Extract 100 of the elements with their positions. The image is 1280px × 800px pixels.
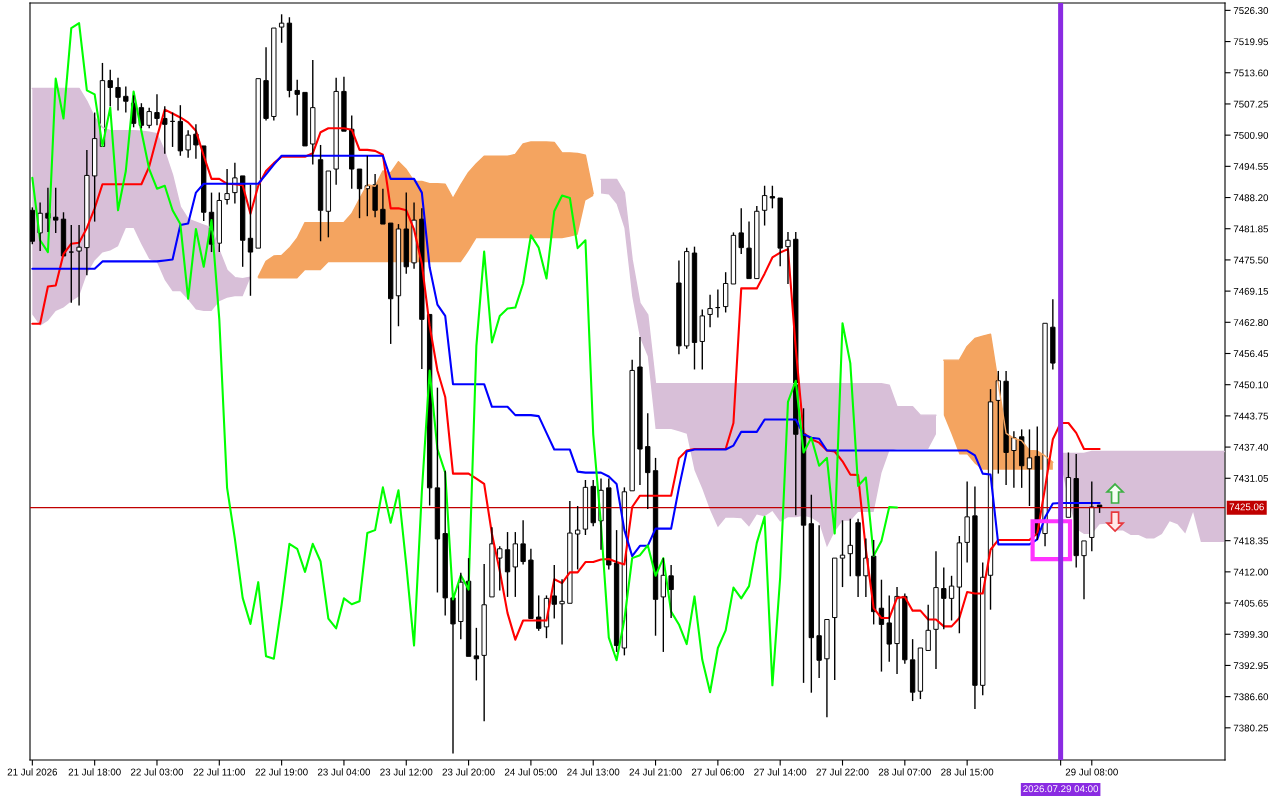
candlestick <box>240 175 246 268</box>
candlestick <box>232 161 238 205</box>
y-tick-label: 7399.30 <box>1233 630 1269 638</box>
candlestick <box>372 173 378 218</box>
candlestick <box>808 494 815 694</box>
candlestick <box>676 259 682 355</box>
candlestick <box>115 76 121 112</box>
y-tick-label: 7500.90 <box>1233 131 1269 139</box>
candlestick <box>1081 540 1087 601</box>
line-series <box>31 22 899 694</box>
x-tick-label: 24 Jul 13:00 <box>567 768 620 776</box>
candlestick <box>380 187 386 225</box>
candlestick <box>567 500 573 604</box>
y-tick-label: 7405.65 <box>1233 599 1269 607</box>
candlestick <box>847 518 853 577</box>
candlestick <box>839 519 846 588</box>
candlestick <box>310 59 316 166</box>
y-tick-label: 7392.95 <box>1233 662 1269 670</box>
candlestick <box>777 197 783 267</box>
y-tick-label: 7386.60 <box>1233 693 1269 701</box>
candlestick <box>637 336 643 486</box>
candlestick <box>528 548 534 620</box>
x-tick-label: 27 Jul 06:00 <box>691 768 744 776</box>
candlestick <box>707 294 713 328</box>
candlestick <box>1050 298 1056 371</box>
x-tick-label: 27 Jul 22:00 <box>816 768 869 776</box>
candlestick <box>450 597 456 755</box>
y-tick-label: 7412.00 <box>1233 568 1269 576</box>
candlestick <box>224 168 230 206</box>
candlestick <box>255 78 261 249</box>
y-tick-label: 7418.35 <box>1233 537 1269 545</box>
x-tick-label: 22 Jul 19:00 <box>255 768 308 776</box>
candlestick <box>263 46 269 122</box>
x-tick-label: 2026.07.29 04:00 <box>1023 785 1099 793</box>
candlestick <box>754 205 760 280</box>
candlestick <box>559 578 565 646</box>
x-tick-label: 23 Jul 20:00 <box>442 768 495 776</box>
x-tick-label: 29 Jul 08:00 <box>1065 768 1118 776</box>
candlestick <box>247 184 254 297</box>
y-tick-label: 7456.45 <box>1233 350 1269 358</box>
y-tick-label: 7450.10 <box>1233 381 1269 389</box>
candlestick <box>668 564 674 619</box>
candlestick <box>933 550 939 670</box>
candlestick <box>91 111 98 223</box>
candlestick <box>1011 430 1017 489</box>
candlestick <box>341 75 347 132</box>
candlestick <box>964 480 970 564</box>
candlestick <box>972 485 978 710</box>
candlestick <box>333 76 339 186</box>
candlestick <box>497 545 503 592</box>
candlestick <box>902 592 908 665</box>
y-tick-label: 7519.95 <box>1233 38 1269 46</box>
candlestick <box>325 170 332 239</box>
y-tick-label: 7481.85 <box>1233 225 1269 233</box>
candlestick <box>824 619 830 718</box>
candlestick <box>193 123 199 160</box>
candlestick <box>816 524 822 679</box>
candlestick <box>481 563 487 722</box>
y-tick-label: 7507.25 <box>1233 100 1269 108</box>
candlestick <box>645 412 651 510</box>
y-tick-label: 7488.20 <box>1233 194 1269 202</box>
candlestick <box>388 222 394 345</box>
candlestick <box>473 627 480 682</box>
candlestick <box>356 168 363 219</box>
candlestick <box>574 505 581 571</box>
y-tick-label: 7443.75 <box>1233 412 1269 420</box>
x-tick-label: 27 Jul 14:00 <box>754 768 807 776</box>
line-series <box>31 108 1101 641</box>
y-tick-label: 7462.80 <box>1233 319 1269 326</box>
candlestick <box>941 566 947 631</box>
candlestick <box>746 220 752 280</box>
candlestick <box>434 386 441 594</box>
candlestick <box>785 231 791 285</box>
candlestick <box>76 224 82 307</box>
y-tick-label: 7513.60 <box>1233 69 1269 77</box>
x-tick-label: 24 Jul 05:00 <box>504 768 558 776</box>
y-tick-label: 7469.15 <box>1233 287 1269 295</box>
candlestick <box>123 85 129 114</box>
x-tick-label: 21 Jul 18:00 <box>68 768 121 776</box>
candlestick <box>925 604 931 651</box>
ref-line-label: 7425.06 <box>1229 503 1264 511</box>
candlestick <box>302 91 308 147</box>
candlestick <box>271 27 277 122</box>
x-tick-label: 23 Jul 04:00 <box>317 768 371 776</box>
x-tick-label: 22 Jul 11:00 <box>193 768 246 776</box>
line-series <box>31 154 1101 558</box>
y-tick-label: 7526.30 <box>1233 7 1269 14</box>
candlestick <box>154 93 160 127</box>
candlestick <box>1003 370 1009 486</box>
y-tick-label: 7380.25 <box>1233 724 1269 732</box>
candlestick <box>185 129 191 159</box>
y-tick-label: 7437.40 <box>1233 443 1269 451</box>
x-tick-label: 28 Jul 07:00 <box>878 768 931 776</box>
x-tick-label: 22 Jul 03:00 <box>130 768 184 776</box>
x-tick-label: 23 Jul 12:00 <box>380 768 433 776</box>
x-tick-label: 21 Jul 2026 <box>7 768 58 776</box>
candlestick <box>84 149 90 276</box>
candlestick <box>832 557 838 681</box>
candlestick <box>629 358 635 492</box>
candlestick <box>520 519 526 566</box>
